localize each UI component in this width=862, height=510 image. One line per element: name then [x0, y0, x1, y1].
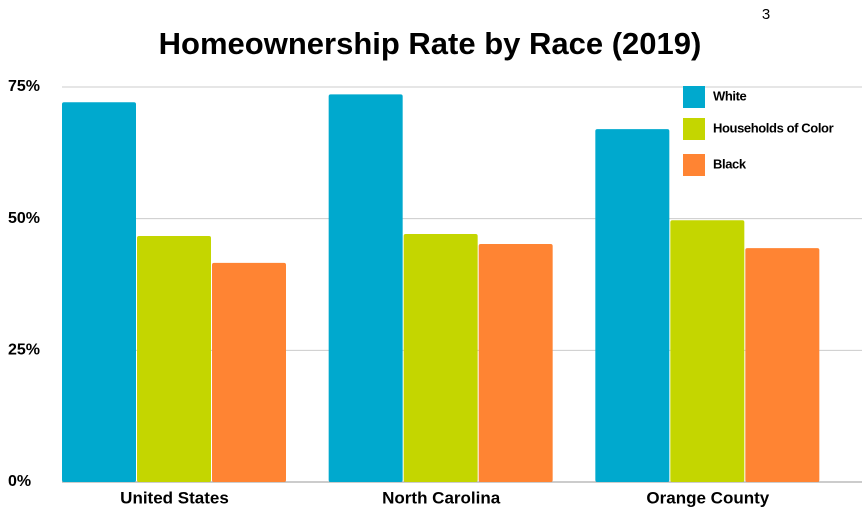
bar	[478, 243, 553, 482]
annotation: 3	[762, 6, 770, 23]
bar	[595, 129, 670, 482]
bar	[403, 233, 478, 482]
x-tick-label: North Carolina	[382, 488, 501, 507]
x-tick-label: United States	[120, 488, 229, 507]
bar	[745, 248, 820, 482]
y-tick-label: 50%	[8, 210, 40, 227]
legend-swatch	[683, 86, 705, 108]
bar	[137, 236, 211, 482]
x-tick-label: Orange County	[646, 488, 769, 507]
legend-swatch	[683, 118, 705, 140]
y-tick-label: 25%	[8, 342, 40, 359]
y-tick-label: 0%	[8, 473, 31, 490]
y-tick-label: 75%	[8, 78, 40, 95]
legend-label: White	[713, 88, 747, 103]
bar	[328, 94, 403, 482]
chart-title: Homeownership Rate by Race (2019)	[159, 26, 702, 61]
legend-label: Households of Color	[713, 120, 834, 135]
legend-swatch	[683, 154, 705, 176]
bar	[62, 102, 136, 483]
bar	[212, 262, 286, 482]
bar	[670, 220, 745, 482]
legend-label: Black	[713, 156, 747, 171]
